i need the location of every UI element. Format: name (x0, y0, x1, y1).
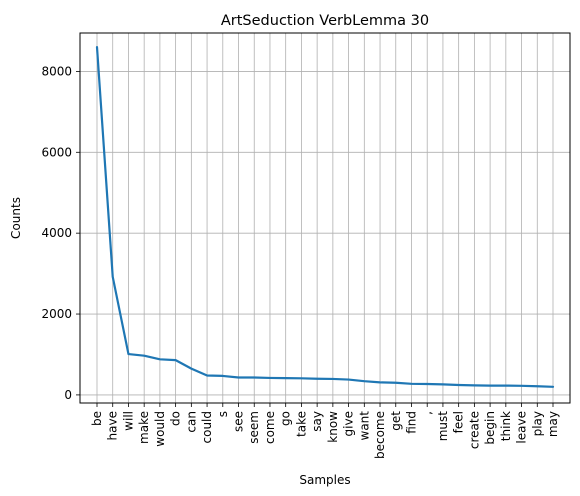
x-tick-label: must (436, 411, 450, 442)
x-tick-label: go (279, 411, 293, 426)
x-axis-title: Samples (299, 473, 350, 487)
x-tick-label: may (546, 411, 560, 437)
x-tick-label: have (106, 411, 120, 440)
x-tick-label: could (200, 411, 214, 444)
x-tick-label: s (216, 411, 230, 417)
y-tick-label: 8000 (41, 64, 72, 78)
y-axis-title: Counts (9, 197, 23, 239)
x-tick-label: can (184, 411, 198, 433)
x-tick-label: make (137, 411, 151, 444)
x-tick-label: play (530, 411, 544, 436)
x-tick-label: get (389, 411, 403, 431)
x-tick-label: be (90, 411, 104, 426)
x-tick-label: say (310, 411, 324, 432)
x-tick-label: know (326, 411, 340, 443)
y-tick-label: 4000 (41, 226, 72, 240)
x-tick-label: think (499, 411, 513, 441)
y-tick-label: 6000 (41, 145, 72, 159)
series-layer (95, 46, 555, 388)
x-tick-label: come (263, 411, 277, 444)
x-tick-label: leave (515, 411, 529, 444)
x-tick-label: create (467, 411, 481, 449)
x-tick-label: would (153, 411, 167, 447)
x-tick-label: will (121, 411, 135, 431)
y-tick-label: 0 (64, 388, 72, 402)
x-tick-label: find (404, 411, 418, 434)
y-tick-label: 2000 (41, 307, 72, 321)
series-line (95, 46, 555, 388)
x-tick-label: give (342, 411, 356, 436)
x-tick-label: , (420, 411, 434, 415)
chart-title: ArtSeduction VerbLemma 30 (221, 13, 429, 29)
x-tick-label: see (232, 411, 246, 432)
x-axis: be have will make would do can could s see seem com… (90, 403, 560, 459)
x-tick-label: seem (247, 411, 261, 444)
grid (80, 33, 570, 403)
plot-area-frame (79, 32, 571, 404)
x-tick-label: want (357, 411, 371, 441)
x-tick-label: take (294, 411, 308, 437)
x-tick-label: become (373, 411, 387, 459)
x-tick-label: do (169, 411, 183, 426)
x-tick-label: feel (452, 411, 466, 433)
y-axis: 0 2000 4000 6000 8000 (41, 64, 80, 402)
x-tick-label: begin (483, 411, 497, 445)
